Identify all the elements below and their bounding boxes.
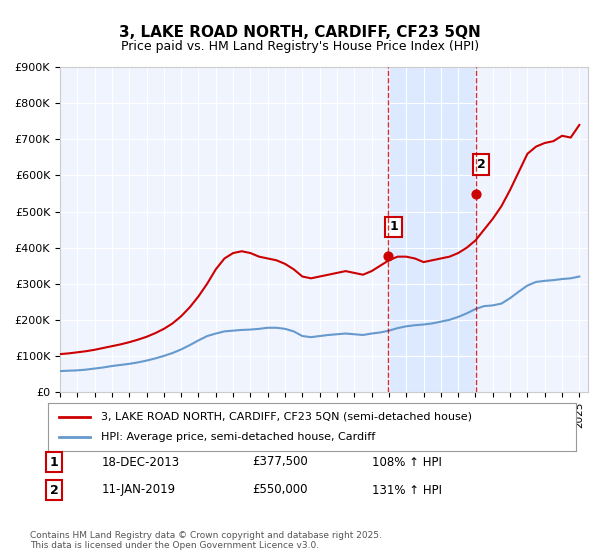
Text: Contains HM Land Registry data © Crown copyright and database right 2025.
This d: Contains HM Land Registry data © Crown c… xyxy=(30,530,382,550)
Text: 1: 1 xyxy=(50,455,58,469)
Bar xyxy=(388,67,476,392)
Text: 18-DEC-2013: 18-DEC-2013 xyxy=(102,455,180,469)
Text: 3, LAKE ROAD NORTH, CARDIFF, CF23 5QN: 3, LAKE ROAD NORTH, CARDIFF, CF23 5QN xyxy=(119,25,481,40)
Text: £550,000: £550,000 xyxy=(252,483,308,497)
Text: 108% ↑ HPI: 108% ↑ HPI xyxy=(372,455,442,469)
Text: HPI: Average price, semi-detached house, Cardiff: HPI: Average price, semi-detached house,… xyxy=(101,432,375,442)
Text: 2: 2 xyxy=(477,158,485,171)
Point xyxy=(471,189,481,198)
Point xyxy=(383,251,393,260)
Text: Price paid vs. HM Land Registry's House Price Index (HPI): Price paid vs. HM Land Registry's House … xyxy=(121,40,479,53)
Text: 11-JAN-2019: 11-JAN-2019 xyxy=(102,483,176,497)
Text: £377,500: £377,500 xyxy=(252,455,308,469)
Text: 2: 2 xyxy=(50,483,58,497)
Text: 3, LAKE ROAD NORTH, CARDIFF, CF23 5QN (semi-detached house): 3, LAKE ROAD NORTH, CARDIFF, CF23 5QN (s… xyxy=(101,412,472,422)
Text: 1: 1 xyxy=(389,221,398,234)
Text: 131% ↑ HPI: 131% ↑ HPI xyxy=(372,483,442,497)
